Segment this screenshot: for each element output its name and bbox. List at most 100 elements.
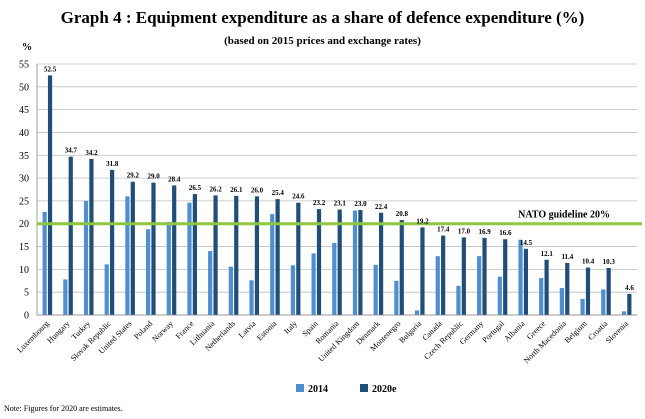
data-label: 52.5: [44, 65, 57, 73]
data-label: 14.5: [520, 239, 533, 247]
bar-2014: [228, 266, 233, 315]
bar-2014: [518, 239, 523, 315]
y-axis-unit: %: [22, 42, 32, 53]
y-tick-label: 30: [19, 174, 29, 185]
data-label: 10.3: [603, 258, 616, 266]
data-label: 19.2: [416, 217, 429, 225]
y-tick-label: 35: [19, 151, 29, 162]
bar-2014: [601, 289, 606, 315]
bar-2020e: [275, 199, 280, 315]
bar-2014: [332, 242, 337, 315]
bar-2020e: [316, 209, 322, 315]
data-label: 34.2: [85, 149, 98, 157]
bar-2014: [63, 279, 68, 315]
data-label: 17.4: [437, 226, 450, 234]
guideline: NATO guideline 20%: [37, 210, 642, 226]
bar-2020e: [503, 239, 508, 315]
bar-2020e: [627, 294, 632, 315]
bar-2020e: [585, 267, 591, 315]
bar-2014: [208, 251, 213, 315]
bar-2020e: [89, 158, 94, 315]
data-label: 23.0: [354, 200, 367, 208]
bar-2020e: [151, 182, 156, 315]
bar-2014: [373, 264, 378, 315]
x-tick-label: Belgium: [563, 319, 589, 345]
bar-2014: [456, 285, 461, 315]
data-label: 23.2: [313, 199, 326, 207]
bar-2014: [352, 210, 358, 315]
y-tick-label: 40: [19, 128, 29, 139]
y-tick-label: 55: [19, 60, 29, 71]
bar-2020e: [399, 220, 404, 315]
data-label: 29.0: [147, 173, 160, 181]
data-label: 16.6: [499, 229, 512, 237]
data-label: 20.8: [396, 210, 409, 218]
data-label: 26.0: [251, 186, 264, 194]
legend: 2014 2020e: [296, 384, 397, 395]
data-label: 25.4: [272, 189, 285, 197]
bar-2020e: [337, 209, 342, 315]
bar-2014: [539, 278, 544, 315]
y-tick-label: 5: [24, 288, 29, 299]
bar-2014: [414, 310, 420, 315]
legend-swatch-2020e: [360, 384, 368, 392]
data-label: 31.8: [106, 160, 119, 168]
data-label: 16.9: [479, 228, 492, 236]
bar-2014: [187, 202, 192, 315]
bar-2020e: [420, 227, 425, 315]
y-tick-label: 20: [19, 219, 29, 230]
x-tick-label: Italy: [282, 319, 299, 336]
bar-2014: [42, 211, 47, 315]
bar-2020e: [110, 169, 115, 315]
y-axis: 0 5 10 15 20 25 30 35 40 45 50 55%: [19, 42, 38, 322]
bar-2020e: [130, 181, 135, 315]
bar-2020e: [441, 235, 446, 315]
bar-2014: [249, 280, 254, 315]
bar-2014: [290, 265, 296, 315]
bars: [42, 75, 632, 315]
bar-2014: [621, 311, 627, 315]
bar-2020e: [482, 237, 487, 315]
bar-2014: [166, 221, 171, 315]
bar-2014: [559, 288, 564, 315]
legend-swatch-2014: [296, 384, 304, 392]
bar-2020e: [606, 267, 611, 315]
x-tick-label: Slovenia: [604, 319, 630, 345]
legend-label-2020e: 2020e: [372, 384, 397, 395]
x-tick-label: Portugal: [480, 319, 506, 345]
data-label: 24.6: [292, 193, 305, 201]
bar-2020e: [172, 185, 177, 315]
bar-2014: [125, 196, 130, 315]
x-tick-label: Bulgaria: [397, 319, 423, 345]
data-label: 34.7: [65, 147, 78, 155]
footnote: Note: Figures for 2020 are estimates.: [4, 404, 123, 413]
bar-2020e: [461, 237, 466, 315]
x-tick-label: Albania: [502, 319, 527, 344]
y-tick-label: 45: [19, 105, 29, 116]
bar-2014: [104, 264, 109, 315]
y-tick-label: 15: [19, 242, 29, 253]
bar-2014: [435, 256, 440, 315]
bar-2020e: [47, 75, 53, 315]
bar-2020e: [378, 212, 384, 315]
bar-2020e: [254, 196, 260, 315]
gridlines: [37, 63, 637, 316]
data-label: 22.4: [375, 203, 388, 211]
bar-2020e: [358, 210, 363, 315]
data-label: 10.4: [582, 258, 595, 266]
bar-2014: [477, 256, 482, 315]
bar-2020e: [544, 259, 549, 315]
y-tick-label: 25: [19, 196, 29, 207]
x-tick-label: Luxembourg: [15, 319, 50, 354]
bar-2020e: [213, 195, 218, 315]
bar-2020e: [68, 156, 73, 315]
x-tick-label: Norway: [150, 319, 175, 344]
bar-2014: [270, 214, 275, 315]
data-label: 4.6: [625, 284, 634, 292]
bar-2014: [145, 229, 151, 315]
chart-subtitle: (based on 2015 prices and exchange rates…: [224, 35, 421, 47]
bar-2020e: [565, 262, 570, 315]
bar-2014: [83, 200, 89, 315]
